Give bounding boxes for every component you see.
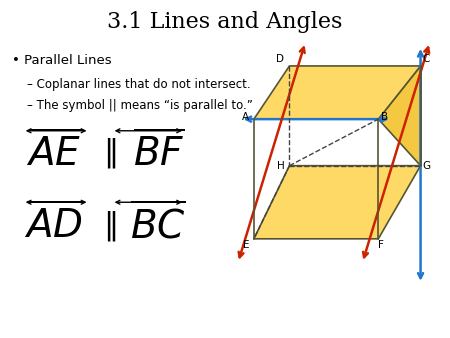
- Text: C: C: [423, 54, 430, 64]
- Text: $\Vert$: $\Vert$: [103, 137, 116, 170]
- Text: • Parallel Lines: • Parallel Lines: [12, 54, 111, 67]
- Polygon shape: [254, 166, 421, 239]
- Text: F: F: [378, 240, 384, 250]
- Text: $\overline{\mathit{BF}}$: $\overline{\mathit{BF}}$: [133, 132, 184, 175]
- Text: G: G: [423, 161, 431, 171]
- Text: $\Vert$: $\Vert$: [103, 209, 116, 243]
- Text: D: D: [276, 54, 284, 64]
- Text: H: H: [277, 161, 285, 171]
- Polygon shape: [378, 66, 421, 166]
- Text: E: E: [243, 240, 249, 250]
- Text: A: A: [242, 113, 249, 122]
- Text: – The symbol || means “is parallel to.”: – The symbol || means “is parallel to.”: [27, 99, 253, 112]
- Text: – Coplanar lines that do not intersect.: – Coplanar lines that do not intersect.: [27, 78, 251, 91]
- Polygon shape: [254, 66, 421, 119]
- Text: $\overline{\mathit{AD}}$: $\overline{\mathit{AD}}$: [23, 204, 84, 246]
- Text: $\overline{\mathit{BC}}$: $\overline{\mathit{BC}}$: [130, 204, 186, 247]
- Text: B: B: [381, 113, 388, 122]
- Text: $\overline{\mathit{AE}}$: $\overline{\mathit{AE}}$: [26, 132, 81, 175]
- Text: 3.1 Lines and Angles: 3.1 Lines and Angles: [107, 11, 343, 33]
